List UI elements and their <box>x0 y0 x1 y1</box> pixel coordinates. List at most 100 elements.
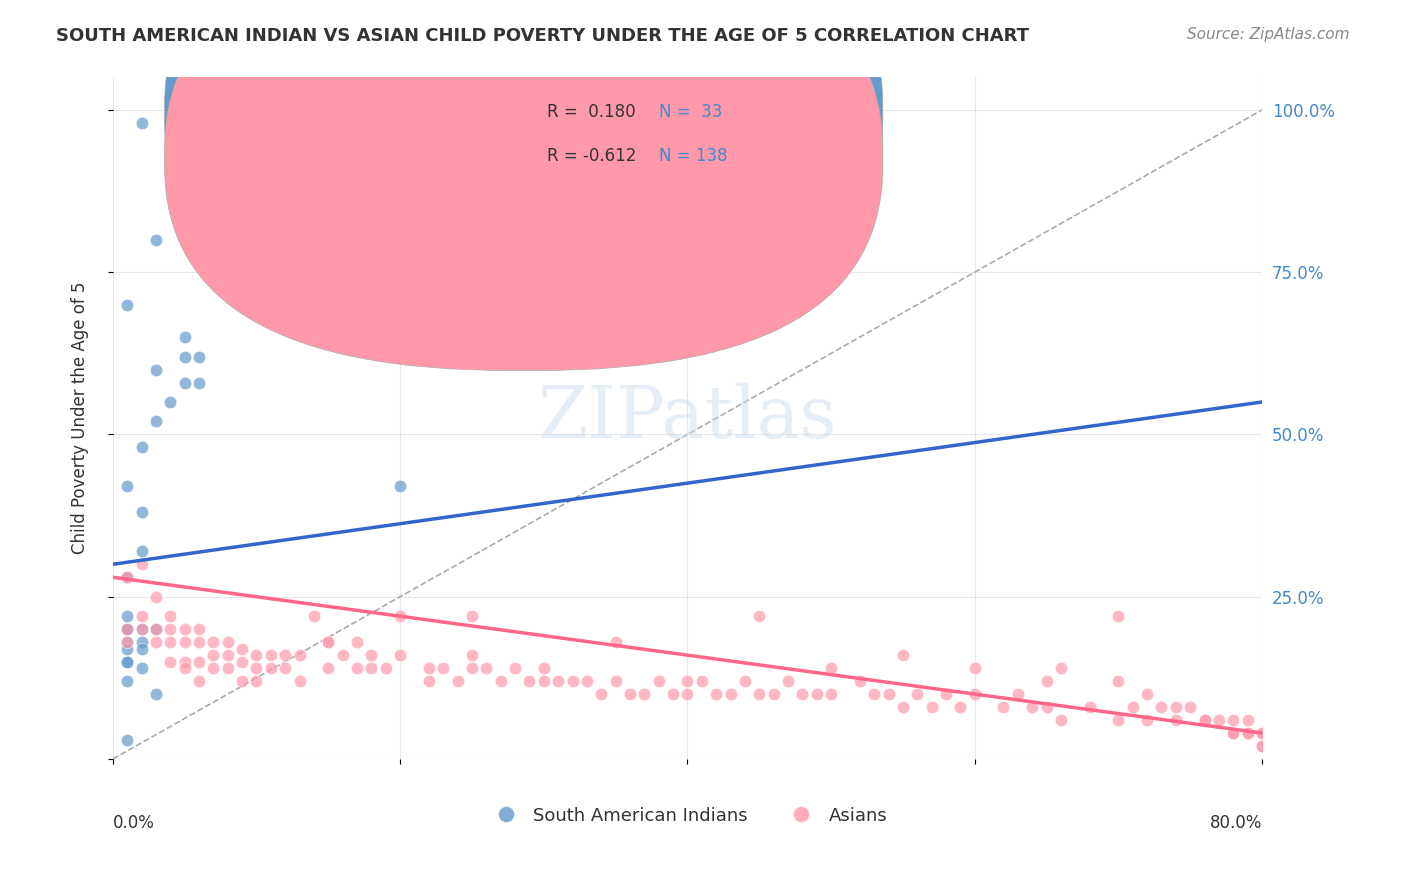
Point <box>231 674 253 689</box>
Point <box>676 674 699 689</box>
Point <box>533 674 555 689</box>
Point <box>159 395 181 409</box>
Point <box>318 661 340 675</box>
FancyBboxPatch shape <box>165 0 883 370</box>
Point <box>188 635 211 649</box>
Point <box>776 674 799 689</box>
Point <box>877 687 900 701</box>
Point <box>131 558 153 572</box>
Point <box>374 661 396 675</box>
Point <box>360 648 382 662</box>
Point <box>115 622 138 636</box>
FancyBboxPatch shape <box>492 102 837 183</box>
Point <box>963 661 986 675</box>
Point <box>1265 713 1288 727</box>
Point <box>1251 726 1274 740</box>
Point <box>1078 700 1101 714</box>
Point <box>762 687 785 701</box>
Point <box>748 687 770 701</box>
Point <box>131 641 153 656</box>
Point <box>188 622 211 636</box>
Point <box>891 700 914 714</box>
Point <box>734 674 756 689</box>
Point <box>389 648 412 662</box>
Point <box>1251 726 1274 740</box>
Point <box>1222 726 1244 740</box>
Point <box>418 661 440 675</box>
Point <box>662 687 685 701</box>
Point <box>1050 713 1073 727</box>
Point <box>605 674 627 689</box>
Point <box>115 635 138 649</box>
Point <box>1050 661 1073 675</box>
Point <box>503 661 526 675</box>
Point <box>461 661 484 675</box>
Point <box>115 655 138 669</box>
Point <box>145 414 167 428</box>
Text: ZIPatlas: ZIPatlas <box>537 383 837 453</box>
Point <box>145 362 167 376</box>
Point <box>145 233 167 247</box>
Point <box>1365 739 1388 753</box>
Point <box>1164 713 1187 727</box>
Point <box>302 609 325 624</box>
Point <box>173 655 195 669</box>
Point <box>346 635 368 649</box>
Text: 0.0%: 0.0% <box>112 814 155 831</box>
Point <box>173 376 195 390</box>
Point <box>533 661 555 675</box>
Point <box>131 622 153 636</box>
Point <box>188 655 211 669</box>
Point <box>1222 713 1244 727</box>
Point <box>145 635 167 649</box>
Point <box>1236 713 1258 727</box>
Point <box>332 648 354 662</box>
Point <box>993 700 1015 714</box>
Point <box>115 570 138 584</box>
Point <box>519 674 541 689</box>
Point <box>690 674 713 689</box>
Point <box>1236 726 1258 740</box>
Point <box>704 687 727 701</box>
Point <box>905 687 928 701</box>
Point <box>131 116 153 130</box>
Y-axis label: Child Poverty Under the Age of 5: Child Poverty Under the Age of 5 <box>72 282 89 555</box>
Point <box>346 661 368 675</box>
FancyBboxPatch shape <box>165 0 883 326</box>
Point <box>561 674 583 689</box>
Point <box>288 674 311 689</box>
Point <box>159 655 181 669</box>
Point <box>1035 700 1057 714</box>
Point <box>461 648 484 662</box>
Point <box>173 635 195 649</box>
Point <box>446 674 468 689</box>
Point <box>217 648 239 662</box>
Point <box>748 609 770 624</box>
Point <box>131 441 153 455</box>
Text: R = -0.612: R = -0.612 <box>547 147 637 165</box>
Text: Source: ZipAtlas.com: Source: ZipAtlas.com <box>1187 27 1350 42</box>
Point <box>963 687 986 701</box>
Point <box>1035 674 1057 689</box>
Point <box>145 622 167 636</box>
Point <box>1294 713 1316 727</box>
Point <box>115 655 138 669</box>
Point <box>245 674 267 689</box>
Point <box>115 622 138 636</box>
Point <box>1194 713 1216 727</box>
Point <box>1180 700 1202 714</box>
Point <box>1236 726 1258 740</box>
Point <box>1136 713 1159 727</box>
Point <box>1107 674 1129 689</box>
Point <box>1308 726 1330 740</box>
Point <box>633 687 655 701</box>
Point <box>145 622 167 636</box>
Point <box>1194 713 1216 727</box>
Point <box>159 609 181 624</box>
Point <box>145 687 167 701</box>
Point <box>547 674 569 689</box>
Point <box>173 350 195 364</box>
Point <box>1107 609 1129 624</box>
Point <box>949 700 972 714</box>
Point <box>202 648 225 662</box>
